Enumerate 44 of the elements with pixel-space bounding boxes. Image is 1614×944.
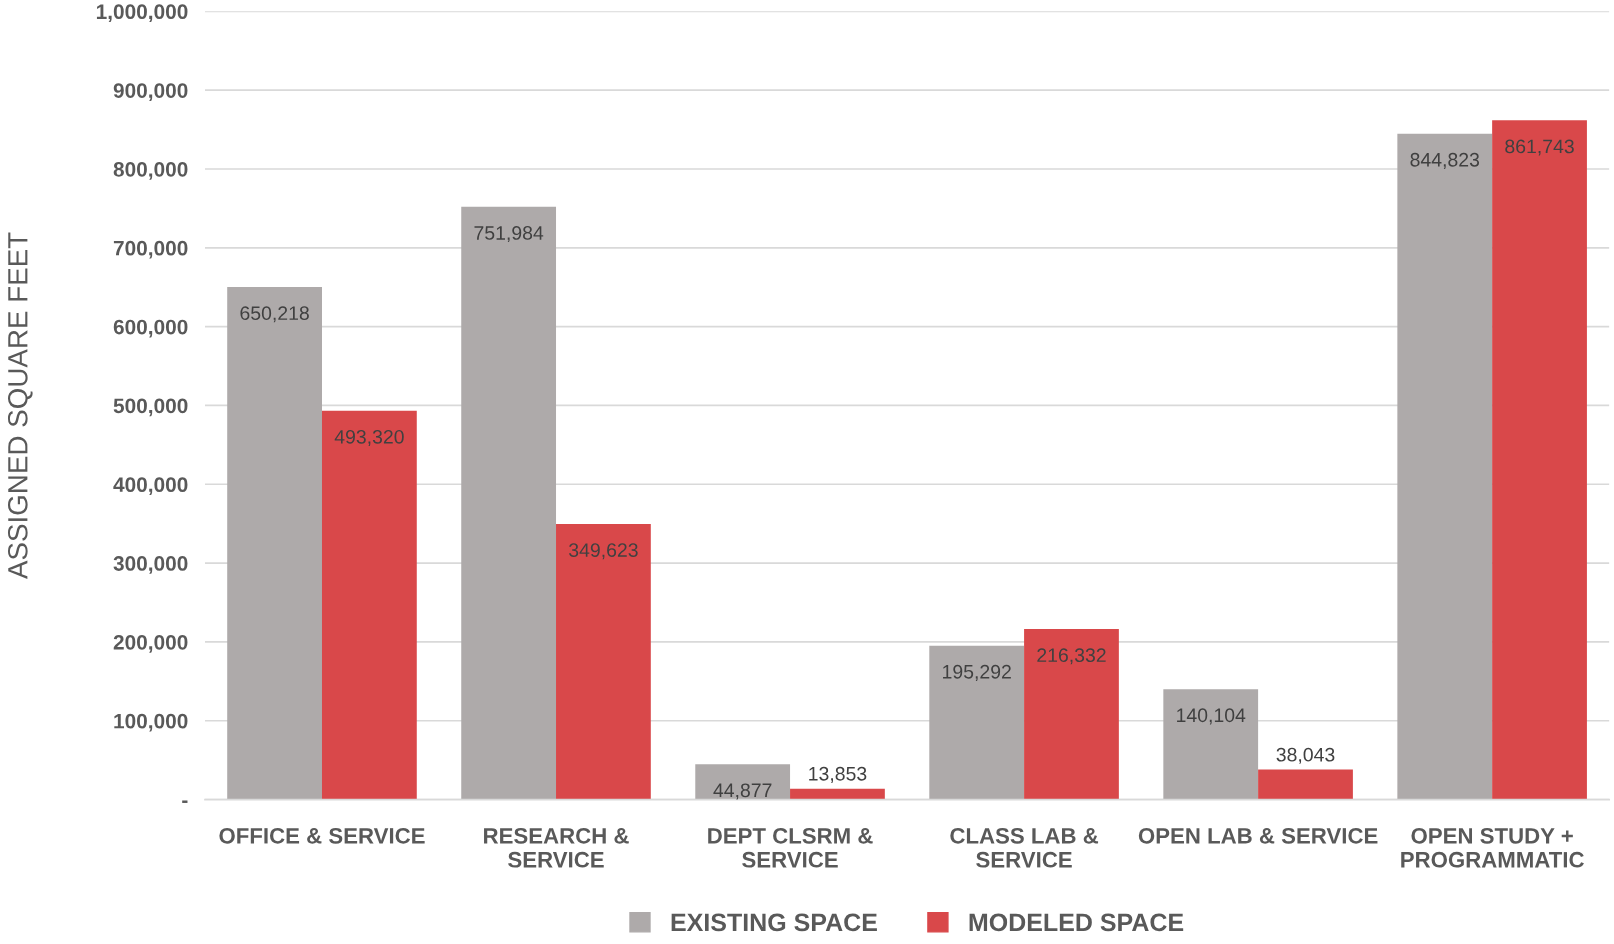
y-tick-label: 900,000 xyxy=(113,83,188,101)
y-tick-label: 400,000 xyxy=(113,477,188,496)
y-tick-label: 100,000 xyxy=(114,713,188,732)
x-tick-label: OPEN STUDY + PROGRAMMATIC xyxy=(1401,827,1584,868)
y-tick-label: 200,000 xyxy=(113,634,188,653)
x-tick-label: CLASS LAB & SERVICE xyxy=(950,827,1099,868)
y-tick-label: 700,000 xyxy=(113,240,188,259)
bar xyxy=(695,764,791,800)
x-tick-label: OPEN LAB & SERVICE xyxy=(1138,827,1378,844)
data-label: 140,104 xyxy=(1177,708,1246,725)
y-tick-label: - xyxy=(182,800,188,803)
y-axis-title: ASSIGNED SQUARE FEET xyxy=(7,232,33,580)
bar xyxy=(1258,769,1353,800)
data-label: 751,984 xyxy=(474,226,544,243)
bar xyxy=(1492,120,1587,800)
y-tick-label: 800,000 xyxy=(113,161,188,180)
bar xyxy=(227,287,322,800)
x-tick-label: OFFICE & SERVICE xyxy=(219,827,425,844)
bar xyxy=(1397,133,1493,800)
data-label: 844,823 xyxy=(1410,152,1480,169)
bar xyxy=(461,206,557,800)
data-label: 493,320 xyxy=(334,429,404,447)
bar xyxy=(929,645,1025,800)
data-label: 349,623 xyxy=(569,543,638,560)
legend-label: EXISTING SPACE xyxy=(671,913,877,932)
bar xyxy=(1163,689,1259,800)
bar xyxy=(556,523,651,800)
data-label: 650,218 xyxy=(240,306,309,323)
data-label: 216,332 xyxy=(1037,648,1106,665)
y-tick-label: 600,000 xyxy=(113,319,188,338)
x-tick-label: RESEARCH & SERVICE xyxy=(484,827,629,868)
bar xyxy=(321,410,417,800)
y-tick-label: 500,000 xyxy=(113,398,188,417)
data-label: 195,292 xyxy=(943,664,1011,681)
data-label: 38,043 xyxy=(1276,747,1335,764)
legend-label: MODELED SPACE xyxy=(969,913,1184,932)
data-label: 13,853 xyxy=(809,766,867,783)
data-label: 44,877 xyxy=(713,783,772,800)
data-label: 861,743 xyxy=(1505,139,1574,156)
x-tick-label: DEPT CLSRM & SERVICE xyxy=(708,827,873,868)
y-tick-label: 300,000 xyxy=(113,556,188,574)
bar xyxy=(1024,629,1119,800)
y-tick-label: 1,000,000 xyxy=(96,4,188,23)
bar xyxy=(790,788,885,800)
